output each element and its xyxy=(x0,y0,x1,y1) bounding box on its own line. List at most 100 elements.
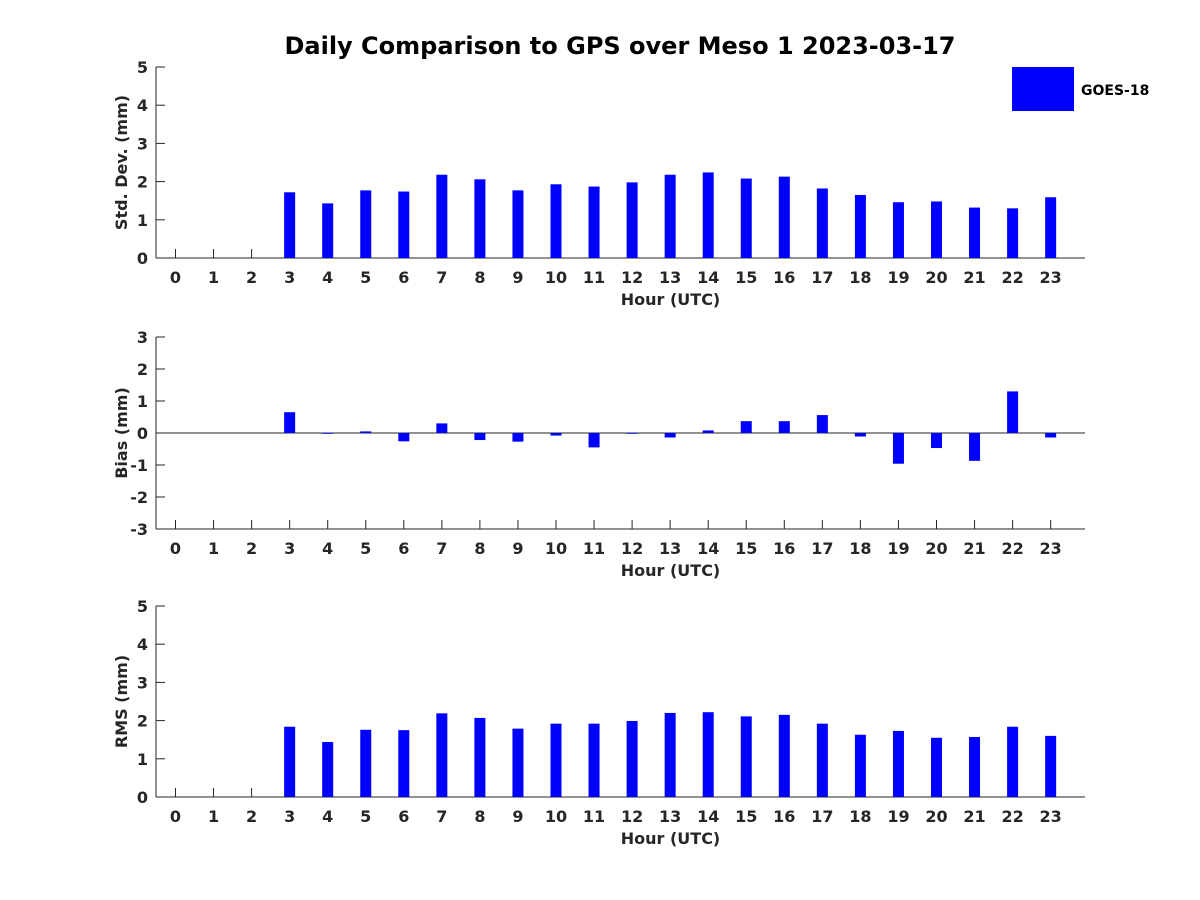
rms-x-tick-label: 16 xyxy=(773,807,795,826)
std-dev-y-tick-label: 5 xyxy=(137,58,148,77)
bias-bar xyxy=(474,433,486,441)
bias-x-tick-label: 4 xyxy=(322,539,333,558)
bias-bar xyxy=(664,433,676,438)
bias-x-tick-label: 6 xyxy=(398,539,409,558)
rms-x-tick-label: 7 xyxy=(436,807,447,826)
rms-x-tick-label: 20 xyxy=(925,807,947,826)
rms-y-tick-label: 0 xyxy=(137,788,148,807)
std-dev-bar xyxy=(550,184,562,258)
rms-bar xyxy=(360,729,372,797)
bias-x-tick-label: 14 xyxy=(697,539,719,558)
rms-x-tick-label: 23 xyxy=(1040,807,1062,826)
std-dev-x-tick-label: 17 xyxy=(811,268,833,287)
rms-y-tick-label: 5 xyxy=(137,597,148,616)
bias-x-tick-label: 22 xyxy=(1001,539,1023,558)
std-dev-x-tick-label: 10 xyxy=(545,268,567,287)
rms-x-tick-label: 6 xyxy=(398,807,409,826)
std-dev-y-tick-label: 2 xyxy=(137,173,148,192)
bias-x-tick-label: 20 xyxy=(925,539,947,558)
rms-y-tick-label: 4 xyxy=(137,635,148,654)
rms-x-tick-label: 14 xyxy=(697,807,719,826)
rms-x-tick-label: 10 xyxy=(545,807,567,826)
bias-x-tick-label: 7 xyxy=(436,539,447,558)
rms-x-tick-label: 9 xyxy=(512,807,523,826)
bias-bar xyxy=(322,433,334,434)
bias-y-tick-label: 0 xyxy=(137,424,148,443)
rms-x-tick-label: 21 xyxy=(963,807,985,826)
bias-bar xyxy=(1045,433,1057,438)
bias-bar xyxy=(816,415,828,433)
bias-y-tick-label: 3 xyxy=(137,328,148,347)
bias-x-tick-label: 11 xyxy=(583,539,605,558)
std-dev-bar xyxy=(626,182,638,258)
std-dev-x-tick-label: 6 xyxy=(398,268,409,287)
rms-x-tick-label: 0 xyxy=(170,807,181,826)
std-dev-bar xyxy=(436,174,448,258)
bias-bar xyxy=(436,423,448,433)
bias-x-tick-label: 3 xyxy=(284,539,295,558)
std-dev-bar xyxy=(322,203,334,258)
std-dev-x-tick-label: 12 xyxy=(621,268,643,287)
bias-bar xyxy=(854,433,866,437)
bias-x-tick-label: 18 xyxy=(849,539,871,558)
bias-x-label: Hour (UTC) xyxy=(621,561,721,580)
bias-bar xyxy=(778,421,790,433)
bias-x-tick-label: 5 xyxy=(360,539,371,558)
rms-x-tick-label: 15 xyxy=(735,807,757,826)
rms-y-tick-label: 1 xyxy=(137,750,148,769)
std-dev-y-label: Std. Dev. (mm) xyxy=(112,95,131,230)
std-dev-y-tick-label: 3 xyxy=(137,134,148,153)
std-dev-bar xyxy=(398,191,410,258)
std-dev-x-tick-label: 2 xyxy=(246,268,257,287)
std-dev-bar xyxy=(854,194,866,258)
bias-x-tick-label: 15 xyxy=(735,539,757,558)
bias-x-tick-label: 1 xyxy=(208,539,219,558)
bias-y-tick-label: -2 xyxy=(130,488,148,507)
std-dev-x-tick-label: 13 xyxy=(659,268,681,287)
rms-bar xyxy=(702,712,714,797)
legend-swatch xyxy=(1012,67,1074,111)
bias-bar xyxy=(360,431,372,433)
bias-y-tick-label: 1 xyxy=(137,392,148,411)
bias-bar xyxy=(512,433,524,442)
std-dev-x-tick-label: 3 xyxy=(284,268,295,287)
std-dev-x-tick-label: 14 xyxy=(697,268,719,287)
bias-y-tick-label: 2 xyxy=(137,360,148,379)
bias-y-tick-label: -3 xyxy=(130,520,148,539)
bias-x-tick-label: 8 xyxy=(474,539,485,558)
std-dev-bar xyxy=(740,178,752,258)
rms-x-label: Hour (UTC) xyxy=(621,829,721,848)
rms-bar xyxy=(512,728,524,797)
std-dev-x-label: Hour (UTC) xyxy=(621,290,721,309)
rms-y-label: RMS (mm) xyxy=(112,655,131,748)
std-dev-x-tick-label: 15 xyxy=(735,268,757,287)
rms-bar xyxy=(322,741,334,797)
rms-x-tick-label: 1 xyxy=(208,807,219,826)
bias-x-tick-label: 13 xyxy=(659,539,681,558)
rms-x-tick-label: 18 xyxy=(849,807,871,826)
std-dev-x-tick-label: 18 xyxy=(849,268,871,287)
bias-bar xyxy=(702,430,714,433)
std-dev-bar xyxy=(512,190,524,258)
rms-bar xyxy=(892,730,904,797)
bias-x-tick-label: 12 xyxy=(621,539,643,558)
std-dev-bar xyxy=(664,174,676,258)
std-dev-bar xyxy=(702,172,714,258)
bias-x-tick-label: 17 xyxy=(811,539,833,558)
std-dev-y-tick-label: 1 xyxy=(137,211,148,230)
bias-bar xyxy=(588,433,600,448)
std-dev-bar xyxy=(474,179,486,258)
std-dev-x-tick-label: 9 xyxy=(512,268,523,287)
bias-y-label: Bias (mm) xyxy=(112,387,131,479)
bias-x-tick-label: 23 xyxy=(1040,539,1062,558)
std-dev-x-tick-label: 16 xyxy=(773,268,795,287)
std-dev-bar xyxy=(969,207,981,258)
std-dev-x-tick-label: 4 xyxy=(322,268,333,287)
rms-y-tick-label: 2 xyxy=(137,712,148,731)
rms-bar xyxy=(588,723,600,797)
rms-y-tick-label: 3 xyxy=(137,673,148,692)
